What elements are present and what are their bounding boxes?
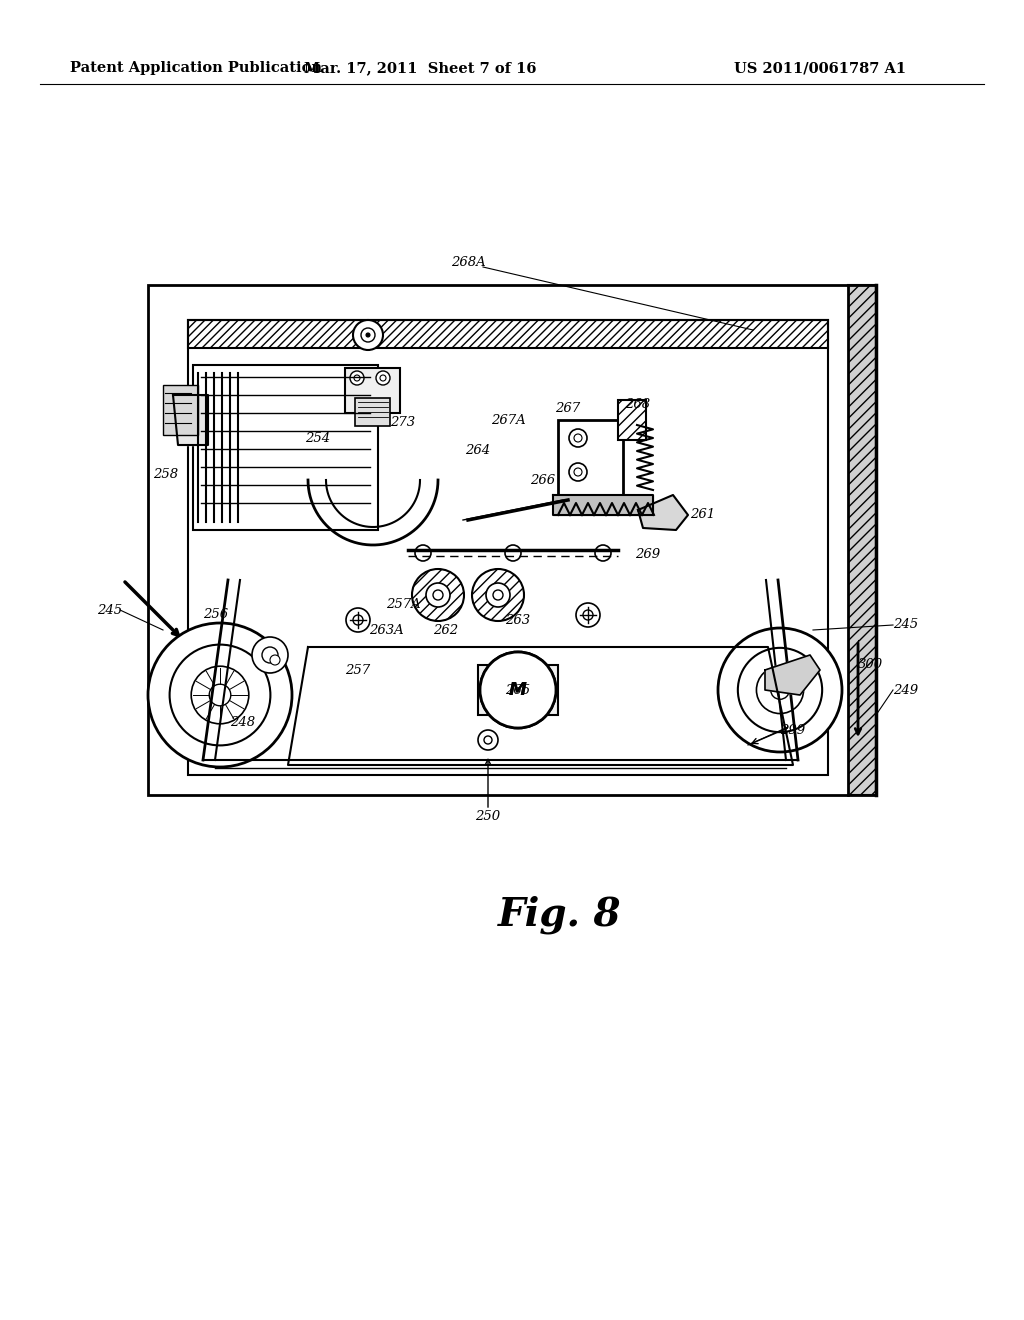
Text: Fig. 8: Fig. 8 <box>499 896 622 935</box>
Circle shape <box>346 609 370 632</box>
Circle shape <box>583 610 593 620</box>
Circle shape <box>493 590 503 601</box>
Circle shape <box>433 590 443 601</box>
Circle shape <box>757 667 804 714</box>
Circle shape <box>505 545 521 561</box>
Circle shape <box>354 375 360 381</box>
Text: 266: 266 <box>530 474 556 487</box>
Text: 268: 268 <box>626 399 650 412</box>
Circle shape <box>595 545 611 561</box>
Circle shape <box>478 730 498 750</box>
Circle shape <box>480 652 556 729</box>
Circle shape <box>350 371 364 385</box>
Text: 257: 257 <box>345 664 371 676</box>
Polygon shape <box>638 495 688 531</box>
Bar <box>848 285 876 795</box>
Circle shape <box>380 375 386 381</box>
Text: 254: 254 <box>305 432 331 445</box>
Text: 256: 256 <box>204 609 228 622</box>
Text: 299: 299 <box>780 723 806 737</box>
Text: M: M <box>509 681 527 700</box>
Bar <box>355 399 390 426</box>
Circle shape <box>575 603 600 627</box>
Circle shape <box>361 327 375 342</box>
Circle shape <box>191 667 249 723</box>
Circle shape <box>353 319 383 350</box>
Bar <box>345 368 400 413</box>
Text: M: M <box>509 681 527 700</box>
Bar <box>193 366 378 531</box>
Circle shape <box>574 434 582 442</box>
Circle shape <box>472 569 524 620</box>
Text: 265: 265 <box>506 684 530 697</box>
Circle shape <box>569 463 587 480</box>
Text: 263: 263 <box>506 614 530 627</box>
Circle shape <box>170 644 270 746</box>
Circle shape <box>738 648 822 733</box>
Circle shape <box>426 583 450 607</box>
Bar <box>148 285 848 795</box>
Text: 249: 249 <box>893 684 919 697</box>
Circle shape <box>353 615 362 624</box>
Circle shape <box>484 737 492 744</box>
Circle shape <box>412 569 464 620</box>
Circle shape <box>718 628 842 752</box>
Text: 267: 267 <box>555 401 581 414</box>
Text: 257A: 257A <box>386 598 421 611</box>
Circle shape <box>270 655 280 665</box>
Text: 245: 245 <box>893 619 919 631</box>
Bar <box>478 665 558 715</box>
Circle shape <box>252 638 288 673</box>
Circle shape <box>569 429 587 447</box>
Text: 269: 269 <box>636 549 660 561</box>
Circle shape <box>209 684 230 706</box>
Circle shape <box>376 371 390 385</box>
Circle shape <box>480 652 556 729</box>
Circle shape <box>415 545 431 561</box>
Polygon shape <box>173 395 208 445</box>
Circle shape <box>366 333 370 337</box>
Bar <box>618 400 646 440</box>
Text: 267A: 267A <box>490 413 525 426</box>
Circle shape <box>486 583 510 607</box>
Circle shape <box>771 681 790 700</box>
Text: 300: 300 <box>857 659 883 672</box>
Text: 258: 258 <box>154 469 178 482</box>
Bar <box>558 420 623 495</box>
Text: 248: 248 <box>230 717 256 730</box>
Polygon shape <box>553 495 653 515</box>
Text: 263A: 263A <box>369 623 403 636</box>
Bar <box>188 319 828 348</box>
Text: 264: 264 <box>466 444 490 457</box>
Bar <box>188 319 828 775</box>
Text: Patent Application Publication: Patent Application Publication <box>70 61 322 75</box>
Text: 261: 261 <box>690 508 716 521</box>
Text: 262: 262 <box>433 623 459 636</box>
Circle shape <box>574 469 582 477</box>
Text: US 2011/0061787 A1: US 2011/0061787 A1 <box>734 61 906 75</box>
Bar <box>163 385 198 436</box>
Circle shape <box>262 647 278 663</box>
Text: Mar. 17, 2011  Sheet 7 of 16: Mar. 17, 2011 Sheet 7 of 16 <box>304 61 537 75</box>
Text: 268A: 268A <box>451 256 485 269</box>
Text: 250: 250 <box>475 810 501 824</box>
Text: 245: 245 <box>97 603 123 616</box>
Circle shape <box>148 623 292 767</box>
Polygon shape <box>765 655 820 696</box>
Text: 273: 273 <box>390 416 416 429</box>
